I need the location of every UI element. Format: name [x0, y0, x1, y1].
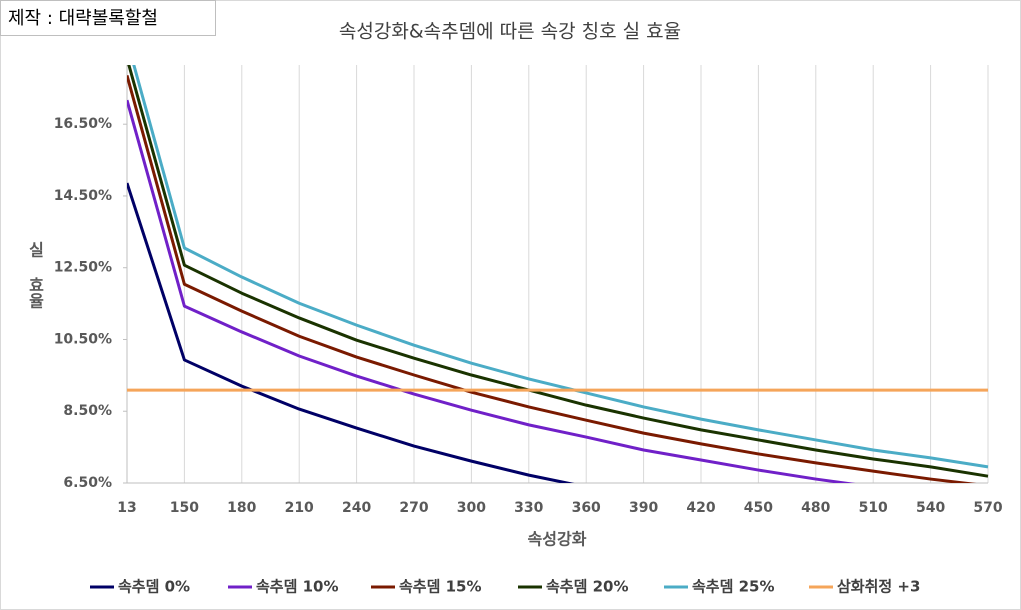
y-tick-label: 12.50% — [54, 260, 112, 276]
legend-label: 삼화취정 +3 — [837, 578, 920, 596]
plot — [127, 65, 989, 483]
series-line — [127, 182, 575, 483]
x-tick-label: 570 — [973, 500, 1002, 516]
y-tick-label: 16.50% — [54, 116, 112, 132]
legend-label: 속추뎀 15% — [399, 578, 482, 596]
series-line — [127, 75, 977, 483]
chart-title: 속성강화&속추뎀에 따른 속강 칭호 실 효율 — [339, 21, 681, 43]
legend-label: 속추뎀 0% — [118, 578, 190, 596]
x-tick-label: 180 — [227, 500, 256, 516]
series-line — [127, 99, 856, 483]
x-tick-label: 360 — [572, 500, 601, 516]
x-tick-label: 210 — [285, 500, 314, 516]
credit-box — [0, 0, 216, 36]
x-tick-label: 390 — [629, 500, 658, 516]
credit: 제작 : 대략볼록할철 — [8, 8, 158, 29]
x-tick-label: 270 — [399, 500, 428, 516]
x-tick-label: 480 — [801, 500, 830, 516]
legend-label: 속추뎀 25% — [692, 578, 775, 596]
legend-label: 속추뎀 10% — [256, 578, 339, 596]
x-tick-label: 13 — [117, 500, 136, 516]
legend-label: 속추뎀 20% — [546, 578, 629, 596]
series-line — [127, 65, 989, 478]
x-tick-label: 240 — [342, 500, 371, 516]
series-line — [132, 65, 989, 469]
y-tick-label: 8.50% — [63, 403, 112, 419]
x-tick-label: 330 — [514, 500, 543, 516]
x-tick-label: 420 — [686, 500, 715, 516]
x-tick-label: 450 — [744, 500, 773, 516]
y-tick-label: 10.50% — [54, 331, 112, 347]
x-axis-title: 속성강화 — [528, 530, 587, 549]
x-tick-label: 510 — [859, 500, 888, 516]
y-tick-label: 6.50% — [63, 475, 112, 491]
x-tick-label: 540 — [916, 500, 945, 516]
x-tick-label: 300 — [457, 500, 486, 516]
y-tick-label: 14.50% — [54, 188, 112, 204]
x-tick-label: 150 — [170, 500, 199, 516]
y-axis-title: 실 효율 — [26, 242, 45, 310]
